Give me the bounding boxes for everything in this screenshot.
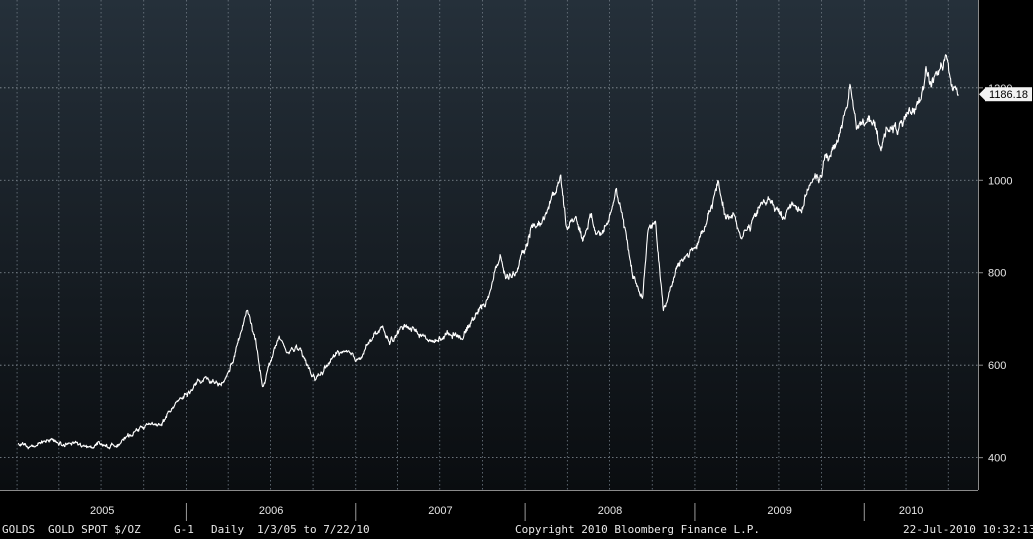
x-tick-label: 2006 (259, 505, 283, 517)
footer-bar: GOLDS GOLD SPOT $/OZ G-1 Daily 1/3/05 to… (0, 521, 1033, 539)
footer-description: GOLD SPOT $/OZ (48, 523, 141, 536)
footer-security: GOLDS (2, 523, 36, 536)
y-tick-label: 400 (988, 453, 1006, 465)
right-axis-panel (978, 0, 1033, 490)
y-tick-label: 1000 (988, 175, 1012, 187)
last-value-label: 1186.18 (989, 89, 1028, 101)
footer-date-range: 1/3/05 to 7/22/10 (257, 523, 370, 536)
series-layer (17, 54, 959, 450)
price-series-line (17, 54, 959, 450)
last-value-pointer (979, 88, 985, 101)
last-value-marker: 1186.18 (979, 87, 1032, 102)
x-tick-label: 2005 (90, 505, 114, 517)
y-tick-label: 800 (988, 268, 1006, 280)
footer-chart-id: G-1 (174, 523, 194, 536)
x-axis-panel (0, 490, 1033, 521)
x-axis: 2005 2006 2007 2008 2009 2010 (90, 503, 923, 521)
footer-copyright: Copyright 2010 Bloomberg Finance L.P. (515, 523, 761, 536)
footer-frequency: Daily (211, 523, 245, 536)
last-value-box (985, 87, 1032, 102)
y-tick-label: 600 (988, 360, 1006, 372)
x-tick-label: 2007 (428, 505, 452, 517)
horizontal-gridlines (0, 87, 978, 459)
x-tick-label: 2009 (767, 505, 791, 517)
footer-timestamp: 22-Jul-2010 10:32:13 (903, 523, 1033, 536)
gold-price-chart: 40060080010001200 2005200620072008200920… (0, 0, 1033, 521)
vertical-gridlines (16, 0, 949, 490)
plot-background (0, 0, 978, 490)
x-tick-label: 2010 (899, 505, 923, 517)
x-tick-label: 2008 (598, 505, 622, 517)
